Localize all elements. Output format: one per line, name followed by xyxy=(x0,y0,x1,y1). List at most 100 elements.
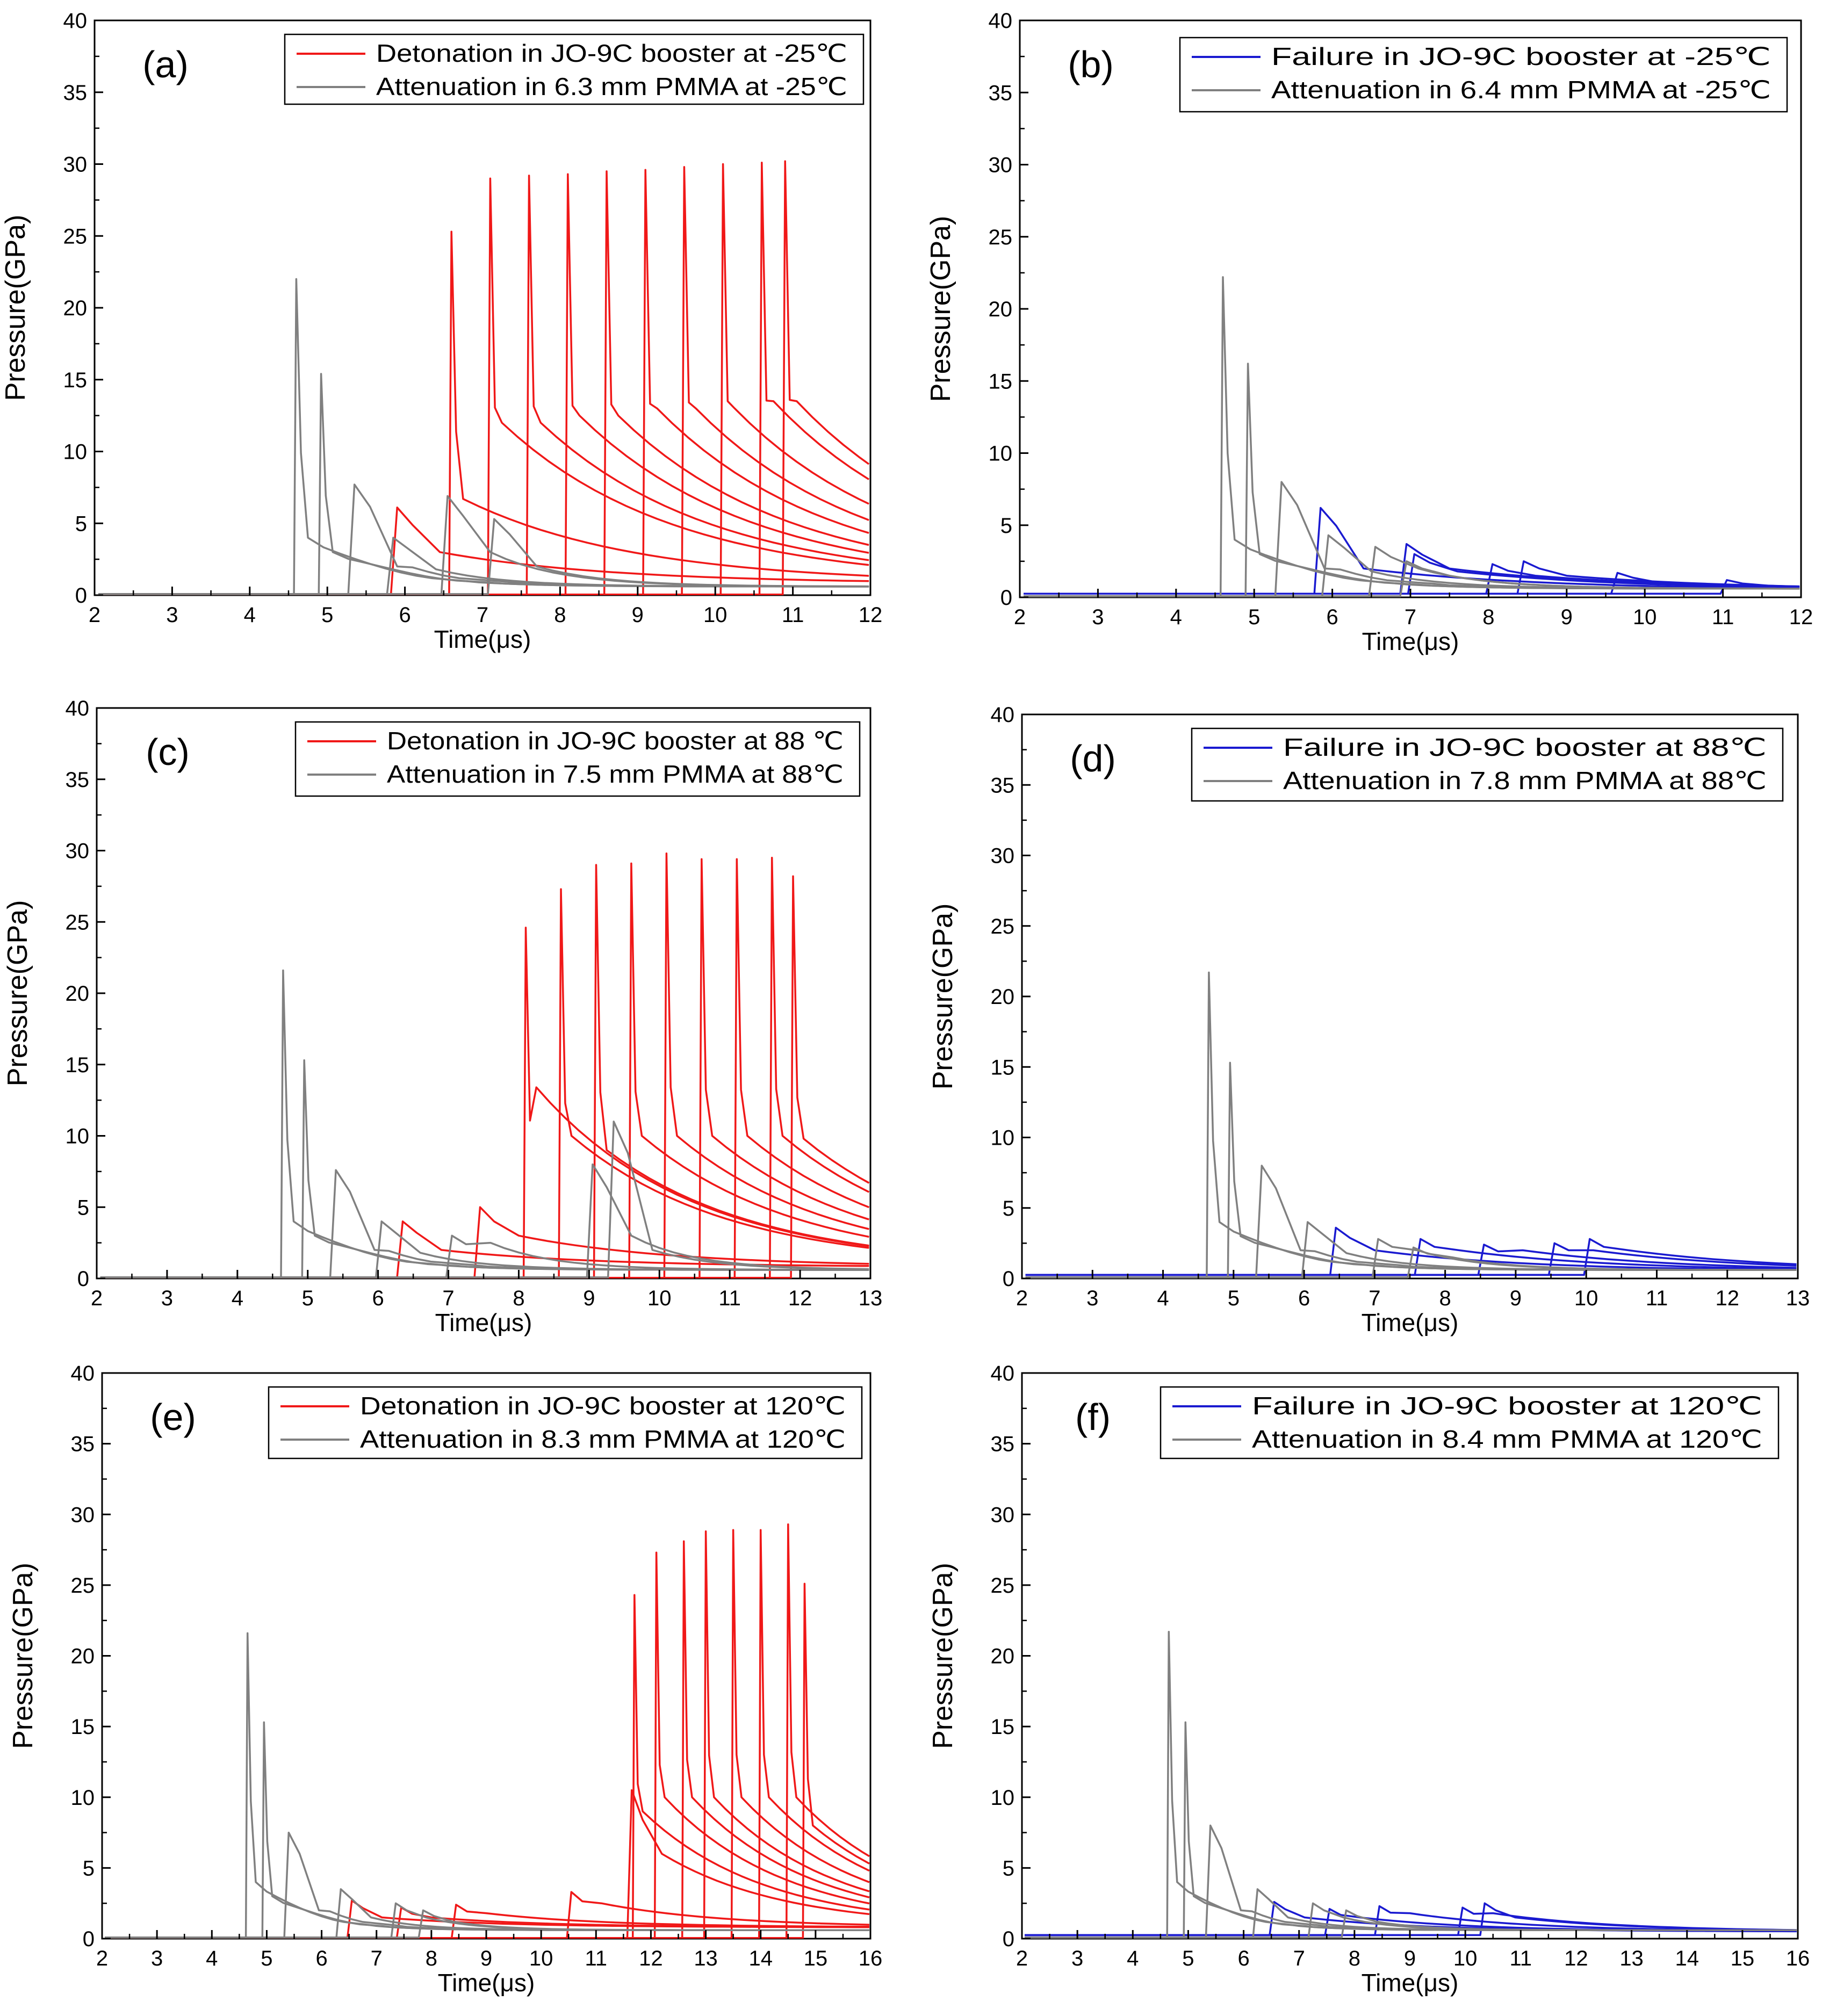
series-0-trace-9 xyxy=(105,1529,870,1939)
y-tick-label: 0 xyxy=(1003,1267,1014,1291)
x-tick-label: 3 xyxy=(166,603,178,627)
series-0-trace-12 xyxy=(105,1583,870,1939)
chart-panel-b: 2 3 4 5 6 7 8 9 10 11 12 0 5 10 15 20 25 30 35 40 Time(μs) Pr… xyxy=(925,9,1813,655)
x-tick-label: 8 xyxy=(513,1287,524,1310)
x-axis-title: Time(μs) xyxy=(1362,627,1459,655)
x-tick-label: 12 xyxy=(1715,1287,1739,1310)
x-tick-label: 10 xyxy=(1633,605,1657,629)
y-tick-label: 0 xyxy=(1003,1927,1014,1951)
series-0-trace-3 xyxy=(98,175,869,595)
x-tick-label: 3 xyxy=(1086,1287,1098,1310)
y-tick-label: 15 xyxy=(991,1056,1015,1079)
y-tick-label: 25 xyxy=(63,225,88,248)
x-tick-label: 14 xyxy=(748,1947,773,1970)
legend-entry-label: Attenuation in 7.8 mm PMMA at 88℃ xyxy=(1283,767,1767,794)
traces xyxy=(1025,1630,1797,1939)
x-tick-label: 13 xyxy=(1786,1287,1810,1310)
x-tick-label: 10 xyxy=(647,1287,672,1310)
x-tick-label: 5 xyxy=(302,1287,314,1310)
series-0-trace-4 xyxy=(100,864,869,1278)
y-tick-label: 35 xyxy=(991,774,1015,797)
x-tick-label: 4 xyxy=(232,1287,243,1310)
series-1-trace-4 xyxy=(100,1234,869,1278)
legend-entry-label: Attenuation in 6.4 mm PMMA at -25℃ xyxy=(1271,76,1771,104)
series-0-trace-6 xyxy=(100,852,869,1278)
y-tick-label: 20 xyxy=(66,982,90,1006)
series-1-trace-2 xyxy=(1025,1824,1797,1939)
series-1-trace-1 xyxy=(1025,1061,1797,1278)
x-tick-label: 4 xyxy=(1127,1947,1139,1970)
series-0-trace-1 xyxy=(1025,1238,1797,1276)
series-0-trace-9 xyxy=(98,162,870,595)
y-tick-label: 20 xyxy=(991,1645,1015,1668)
x-tick-label: 9 xyxy=(632,603,644,627)
y-tick-label: 40 xyxy=(71,1362,95,1385)
y-tick-label: 20 xyxy=(991,985,1015,1009)
series-1-trace-1 xyxy=(105,1721,869,1939)
y-tick-label: 25 xyxy=(991,1574,1015,1598)
x-tick-label: 6 xyxy=(1298,1287,1310,1310)
x-tick-label: 16 xyxy=(859,1947,883,1970)
x-tick-label: 5 xyxy=(1182,1947,1194,1970)
series-0-trace-10 xyxy=(98,160,870,595)
y-tick-label: 10 xyxy=(66,1125,90,1148)
panel-label: (c) xyxy=(146,731,190,773)
x-tick-label: 6 xyxy=(315,1947,327,1970)
legend-box xyxy=(1191,727,1784,802)
chart-panel-c: 2 3 4 5 6 7 8 9 10 11 12 13 0 5 10 15 20 25 30 35 40 Time(μs)… xyxy=(2,697,882,1336)
x-tick-label: 8 xyxy=(1349,1947,1360,1970)
x-tick-label: 2 xyxy=(1014,605,1026,629)
series-0-trace-11 xyxy=(105,1523,870,1939)
series-0-trace-10 xyxy=(100,875,870,1278)
legend-entry-label: Attenuation in 7.5 mm PMMA at 88℃ xyxy=(387,760,844,788)
x-tick-label: 11 xyxy=(1646,1287,1668,1310)
y-tick-label: 35 xyxy=(989,81,1013,105)
legend-box xyxy=(294,721,861,797)
y-tick-label: 10 xyxy=(63,440,88,464)
traces xyxy=(100,852,870,1278)
y-tick-label: 5 xyxy=(83,1856,95,1880)
x-tick-label: 15 xyxy=(804,1947,828,1970)
y-tick-label: 40 xyxy=(63,9,88,33)
y-tick-label: 30 xyxy=(989,154,1013,177)
x-tick-label: 7 xyxy=(1293,1947,1305,1970)
x-tick-label: 8 xyxy=(426,1947,437,1970)
x-tick-label: 4 xyxy=(1170,605,1182,629)
x-tick-label: 3 xyxy=(1092,605,1104,629)
series-0-trace-5 xyxy=(98,170,869,595)
y-tick-label: 5 xyxy=(1003,1856,1014,1880)
legend-entry-label: Attenuation in 6.3 mm PMMA at -25℃ xyxy=(376,73,847,100)
y-tick-label: 30 xyxy=(71,1503,95,1527)
x-tick-label: 13 xyxy=(859,1287,883,1310)
x-axis-title: Time(μs) xyxy=(435,1309,532,1336)
series-0-trace-4 xyxy=(1025,1238,1797,1276)
y-tick-label: 0 xyxy=(75,584,87,608)
series-0-trace-1 xyxy=(100,1206,869,1278)
legend-entry-label: Failure in JO-9C booster at 88℃ xyxy=(1283,733,1767,761)
legend-box xyxy=(1160,1386,1780,1459)
series-0-trace-6 xyxy=(1024,579,1800,595)
y-tick-label: 10 xyxy=(991,1786,1015,1810)
x-tick-label: 5 xyxy=(321,603,333,627)
y-tick-label: 10 xyxy=(71,1786,95,1810)
y-tick-label: 20 xyxy=(63,297,88,320)
series-0-trace-8 xyxy=(100,858,870,1278)
x-tick-label: 2 xyxy=(96,1947,108,1970)
y-tick-label: 20 xyxy=(989,298,1013,321)
x-tick-label: 10 xyxy=(1574,1287,1598,1310)
x-tick-label: 6 xyxy=(372,1287,384,1310)
series-1-trace-5 xyxy=(1025,1246,1797,1278)
legend: Detonation in JO-9C booster at 88 ℃ Atten… xyxy=(294,721,861,797)
series-1-trace-4 xyxy=(1025,1902,1797,1939)
legend: Failure in JO-9C booster at 88℃ Attenuati… xyxy=(1191,727,1784,802)
series-1-trace-5 xyxy=(98,518,869,595)
series-1-trace-5 xyxy=(1025,1909,1797,1939)
y-tick-label: 15 xyxy=(71,1715,95,1739)
series-0-trace-5 xyxy=(100,862,869,1278)
series-1-trace-1 xyxy=(100,1059,869,1278)
x-tick-label: 5 xyxy=(261,1947,272,1970)
x-tick-label: 8 xyxy=(1482,605,1494,629)
legend-entry-label: Attenuation in 8.3 mm PMMA at 120℃ xyxy=(360,1425,846,1453)
x-tick-label: 2 xyxy=(89,603,100,627)
